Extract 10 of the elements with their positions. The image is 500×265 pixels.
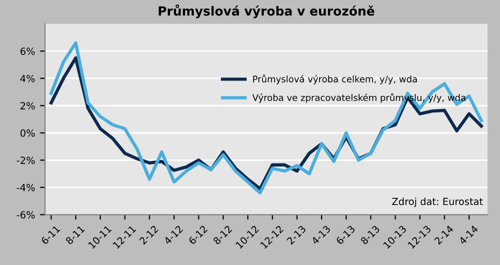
y-tick-label: 6% [20, 48, 35, 55]
legend-label: Průmyslová výroba celkem, y/y, wda [253, 74, 417, 84]
chart-title: Průmyslová výroba v eurozóně [158, 4, 374, 18]
y-tick-label: -2% [16, 156, 35, 164]
y-tick-label: 0% [20, 129, 35, 137]
y-tick-label: -4% [16, 184, 35, 192]
y-tick-label: 2% [20, 102, 35, 110]
y-tick-label: 4% [20, 74, 35, 82]
y-tick-label: -6% [16, 211, 35, 218]
annotation: Zdroj dat: Eurostat [392, 198, 483, 208]
